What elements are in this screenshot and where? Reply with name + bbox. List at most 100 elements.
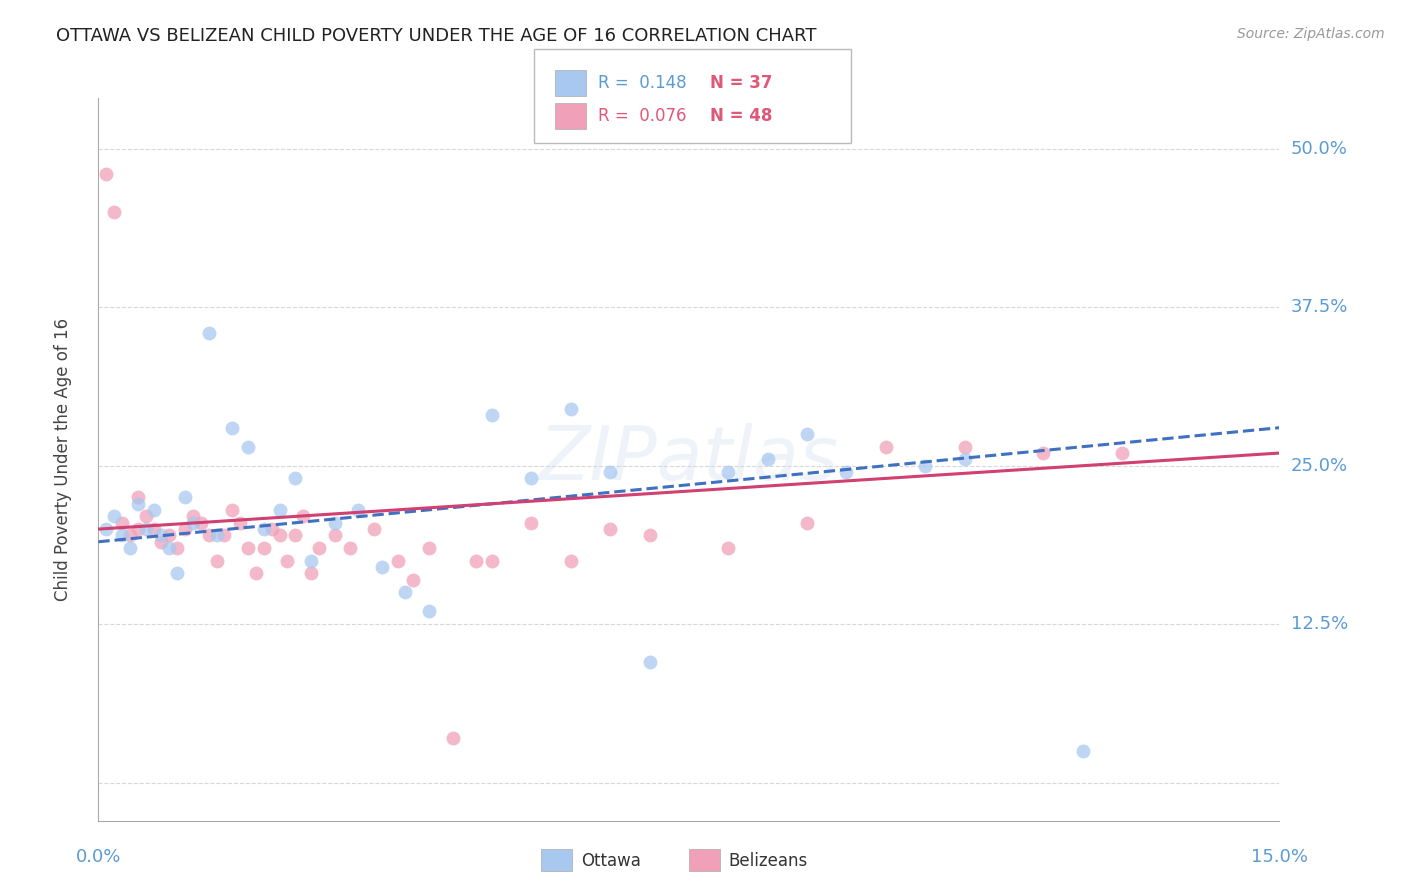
Point	[118, 528, 141, 542]
Point	[953, 452, 976, 467]
Text: R =  0.148: R = 0.148	[598, 74, 686, 92]
Text: 15.0%: 15.0%	[1251, 848, 1308, 866]
Point	[157, 541, 180, 555]
Point	[245, 566, 267, 581]
Text: Ottawa: Ottawa	[581, 852, 641, 870]
Point	[269, 503, 291, 517]
Point	[150, 534, 173, 549]
Point	[339, 541, 361, 555]
Point	[638, 655, 661, 669]
Point	[150, 528, 173, 542]
Point	[1111, 446, 1133, 460]
Point	[560, 401, 582, 416]
Text: 50.0%: 50.0%	[1291, 140, 1347, 158]
Point	[347, 503, 370, 517]
Text: OTTAWA VS BELIZEAN CHILD POVERTY UNDER THE AGE OF 16 CORRELATION CHART: OTTAWA VS BELIZEAN CHILD POVERTY UNDER T…	[56, 27, 817, 45]
Text: ZIPatlas: ZIPatlas	[538, 424, 839, 495]
Point	[796, 427, 818, 442]
Point	[875, 440, 897, 454]
Point	[441, 731, 464, 746]
Point	[284, 528, 307, 542]
Point	[190, 516, 212, 530]
Text: 25.0%: 25.0%	[1291, 457, 1348, 475]
Point	[717, 541, 740, 555]
Point	[717, 465, 740, 479]
Point	[111, 516, 134, 530]
Point	[181, 516, 204, 530]
Point	[205, 554, 228, 568]
Point	[520, 471, 543, 485]
Point	[323, 516, 346, 530]
Point	[253, 522, 276, 536]
Point	[181, 509, 204, 524]
Point	[142, 522, 165, 536]
Point	[418, 541, 440, 555]
Point	[402, 573, 425, 587]
Point	[174, 522, 197, 536]
Point	[142, 503, 165, 517]
Point	[197, 326, 219, 340]
Point	[394, 585, 416, 599]
Point	[221, 503, 243, 517]
Point	[560, 554, 582, 568]
Point	[796, 516, 818, 530]
Point	[157, 528, 180, 542]
Point	[835, 465, 858, 479]
Point	[127, 522, 149, 536]
Point	[276, 554, 298, 568]
Point	[103, 205, 125, 219]
Point	[599, 465, 621, 479]
Point	[96, 522, 118, 536]
Point	[953, 440, 976, 454]
Point	[269, 528, 291, 542]
Point	[638, 528, 661, 542]
Point	[284, 471, 307, 485]
Point	[299, 554, 322, 568]
Text: R =  0.076: R = 0.076	[598, 107, 686, 125]
Point	[236, 440, 259, 454]
Point	[756, 452, 779, 467]
Point	[1032, 446, 1054, 460]
Point	[166, 566, 188, 581]
Point	[308, 541, 330, 555]
Point	[253, 541, 276, 555]
Point	[166, 541, 188, 555]
Point	[292, 509, 315, 524]
Point	[418, 605, 440, 619]
Point	[520, 516, 543, 530]
Point	[1071, 744, 1094, 758]
Point	[96, 167, 118, 181]
Text: N = 48: N = 48	[710, 107, 772, 125]
Point	[363, 522, 385, 536]
Text: Source: ZipAtlas.com: Source: ZipAtlas.com	[1237, 27, 1385, 41]
Point	[371, 560, 394, 574]
Point	[127, 497, 149, 511]
Point	[103, 509, 125, 524]
Point	[111, 528, 134, 542]
Point	[229, 516, 252, 530]
Text: 37.5%: 37.5%	[1291, 298, 1348, 317]
Point	[260, 522, 283, 536]
Point	[135, 522, 157, 536]
Point	[387, 554, 409, 568]
Point	[481, 408, 503, 422]
Point	[205, 528, 228, 542]
Point	[236, 541, 259, 555]
Y-axis label: Child Poverty Under the Age of 16: Child Poverty Under the Age of 16	[53, 318, 72, 601]
Point	[481, 554, 503, 568]
Point	[118, 541, 141, 555]
Point	[214, 528, 236, 542]
Point	[323, 528, 346, 542]
Point	[127, 491, 149, 505]
Text: N = 37: N = 37	[710, 74, 772, 92]
Point	[221, 420, 243, 434]
Point	[599, 522, 621, 536]
Point	[197, 528, 219, 542]
Text: 12.5%: 12.5%	[1291, 615, 1348, 633]
Point	[914, 458, 936, 473]
Point	[299, 566, 322, 581]
Point	[174, 491, 197, 505]
Text: Belizeans: Belizeans	[728, 852, 807, 870]
Point	[465, 554, 488, 568]
Point	[135, 509, 157, 524]
